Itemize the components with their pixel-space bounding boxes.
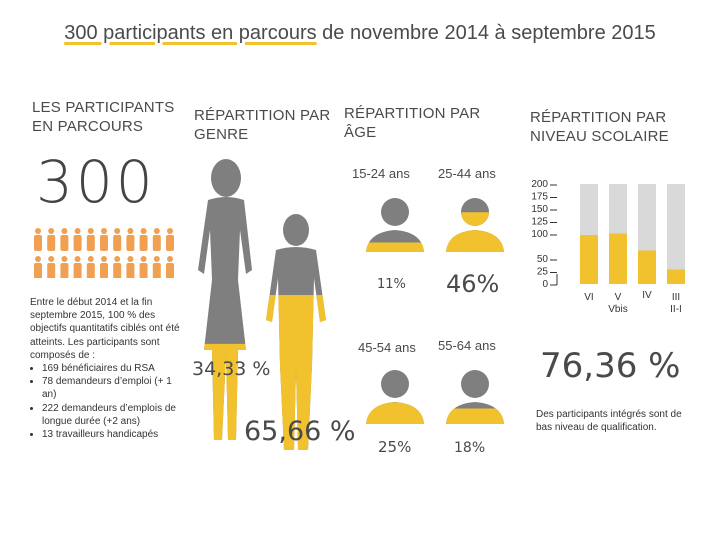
female-figure-icon [198, 159, 252, 440]
gender-figures [198, 159, 326, 450]
age-bust-icon [446, 198, 504, 252]
age-percentage: 46% [446, 270, 500, 298]
x-tick-label: II-I [670, 304, 682, 315]
page-title: 300 participants en parcours de novembre… [0, 22, 720, 45]
y-tick-label: 25 [537, 267, 549, 278]
x-tick-label: Vbis [608, 304, 627, 315]
male-figure-icon [266, 214, 326, 450]
age-bust-icon [446, 370, 504, 424]
participants-list-item: 169 bénéficiaires du RSA [42, 362, 180, 375]
bar [638, 250, 656, 284]
person-icon [152, 256, 161, 278]
person-icon [113, 228, 122, 251]
age-percentage: 25% [378, 438, 412, 456]
person-icon [139, 256, 148, 278]
participants-people-icons [34, 228, 174, 278]
person-icon [86, 256, 95, 278]
person-icon [100, 228, 108, 251]
person-icon [166, 228, 174, 251]
y-tick-label: 200 [531, 179, 548, 190]
age-bust-icon [366, 370, 424, 424]
title-rest: de novembre 2014 à septembre 2015 [316, 22, 656, 44]
x-tick-label: V [615, 292, 622, 303]
bar [667, 269, 685, 284]
title-highlight: 300 participants en parcours [64, 22, 317, 44]
person-icon [73, 256, 82, 278]
education-big-percentage: 76,36 % [540, 346, 681, 386]
education-heading-line2: NIVEAU SCOLAIRE [530, 128, 669, 145]
person-icon [47, 256, 56, 278]
y-tick-label: 175 [531, 192, 548, 203]
person-icon [73, 228, 82, 251]
y-tick-label: 0 [542, 279, 548, 290]
participants-heading: LES PARTICIPANTS EN PARCOURS [32, 98, 174, 136]
bar [609, 233, 627, 284]
person-icon [34, 256, 42, 278]
y-tick-label: 100 [531, 229, 548, 240]
person-icon [126, 256, 135, 278]
gender-heading: RÉPARTITION PAR GENRE [194, 106, 330, 144]
male-percentage: 65,66 % [244, 416, 356, 447]
y-tick-label: 50 [537, 254, 549, 265]
participants-heading-line2: EN PARCOURS [32, 118, 144, 135]
x-tick-label: III [672, 292, 680, 303]
bar-background [667, 184, 685, 284]
participants-list-item: 78 demandeurs d’emploi (+ 1 an) [42, 375, 180, 401]
age-percentage: 11% [377, 277, 406, 292]
participants-list: 169 bénéficiaires du RSA 78 demandeurs d… [30, 362, 180, 441]
age-label: 45-54 ans [358, 340, 416, 355]
age-bust-icon [366, 198, 424, 252]
person-icon [166, 256, 174, 278]
age-label: 55-64 ans [438, 338, 496, 353]
person-icon [100, 256, 108, 278]
person-icon [152, 228, 161, 251]
education-note: Des participants intégrés sont de bas ni… [536, 409, 682, 433]
participants-list-item: 13 travailleurs handicapés [42, 428, 180, 441]
age-heading-line1: RÉPARTITION PAR [344, 105, 481, 122]
y-tick-label: 125 [531, 217, 548, 228]
person-icon [139, 228, 148, 251]
person-icon [34, 228, 42, 251]
person-icon [86, 228, 95, 251]
age-label: 25-44 ans [438, 166, 496, 181]
bar [580, 235, 598, 284]
y-tick-label: 150 [531, 204, 548, 215]
person-icon [113, 256, 122, 278]
participants-list-item: 222 demandeurs d’emplois de longue durée… [42, 402, 180, 428]
age-percentage: 18% [454, 440, 486, 456]
female-percentage: 34,33 % [192, 358, 271, 380]
gender-heading-line2: GENRE [194, 126, 249, 143]
participants-heading-line1: LES PARTICIPANTS [32, 99, 175, 116]
participants-description: Entre le début 2014 et la fin septembre … [30, 296, 180, 441]
education-heading-line1: RÉPARTITION PAR [530, 109, 667, 126]
age-heading: RÉPARTITION PAR ÂGE [344, 104, 480, 142]
participants-total: 300 [36, 148, 156, 216]
person-icon [60, 228, 69, 251]
age-heading-line2: ÂGE [344, 124, 377, 141]
education-heading: RÉPARTITION PAR NIVEAU SCOLAIRE [530, 108, 669, 146]
person-icon [60, 256, 69, 278]
age-label: 15-24 ans [352, 166, 410, 181]
participants-intro: Entre le début 2014 et la fin septembre … [30, 297, 180, 361]
gender-heading-line1: RÉPARTITION PAR [194, 107, 331, 124]
x-tick-label: IV [642, 290, 652, 301]
person-icon [126, 228, 135, 251]
person-icon [47, 228, 56, 251]
x-tick-label: VI [584, 292, 593, 303]
